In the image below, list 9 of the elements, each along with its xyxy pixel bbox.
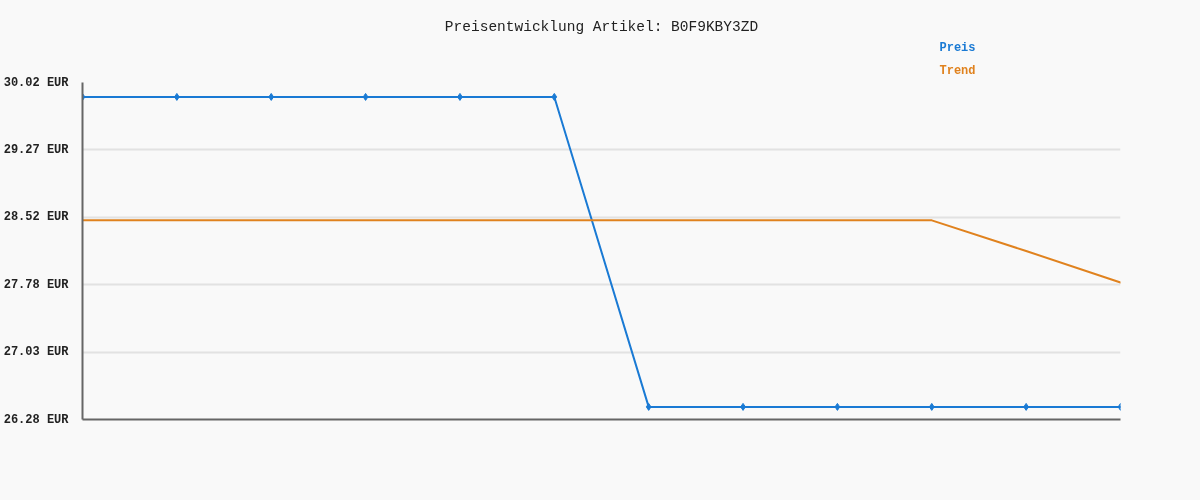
text: Preis — [939, 40, 976, 55]
y-tick-label: 27.78 EUR — [3, 277, 70, 292]
y-tick-label: 30.02 EUR — [3, 75, 70, 90]
chart-title: Preisentwicklung Artikel: B0F9KBY3ZD — [444, 19, 759, 35]
y-tick-label: 27.03 EUR — [3, 345, 70, 360]
y-tick-label: 26.28 EUR — [3, 412, 70, 427]
y-tick-label: 29.27 EUR — [3, 142, 70, 157]
text: Trend — [939, 63, 976, 78]
y-tick-label: 28.52 EUR — [3, 210, 70, 225]
